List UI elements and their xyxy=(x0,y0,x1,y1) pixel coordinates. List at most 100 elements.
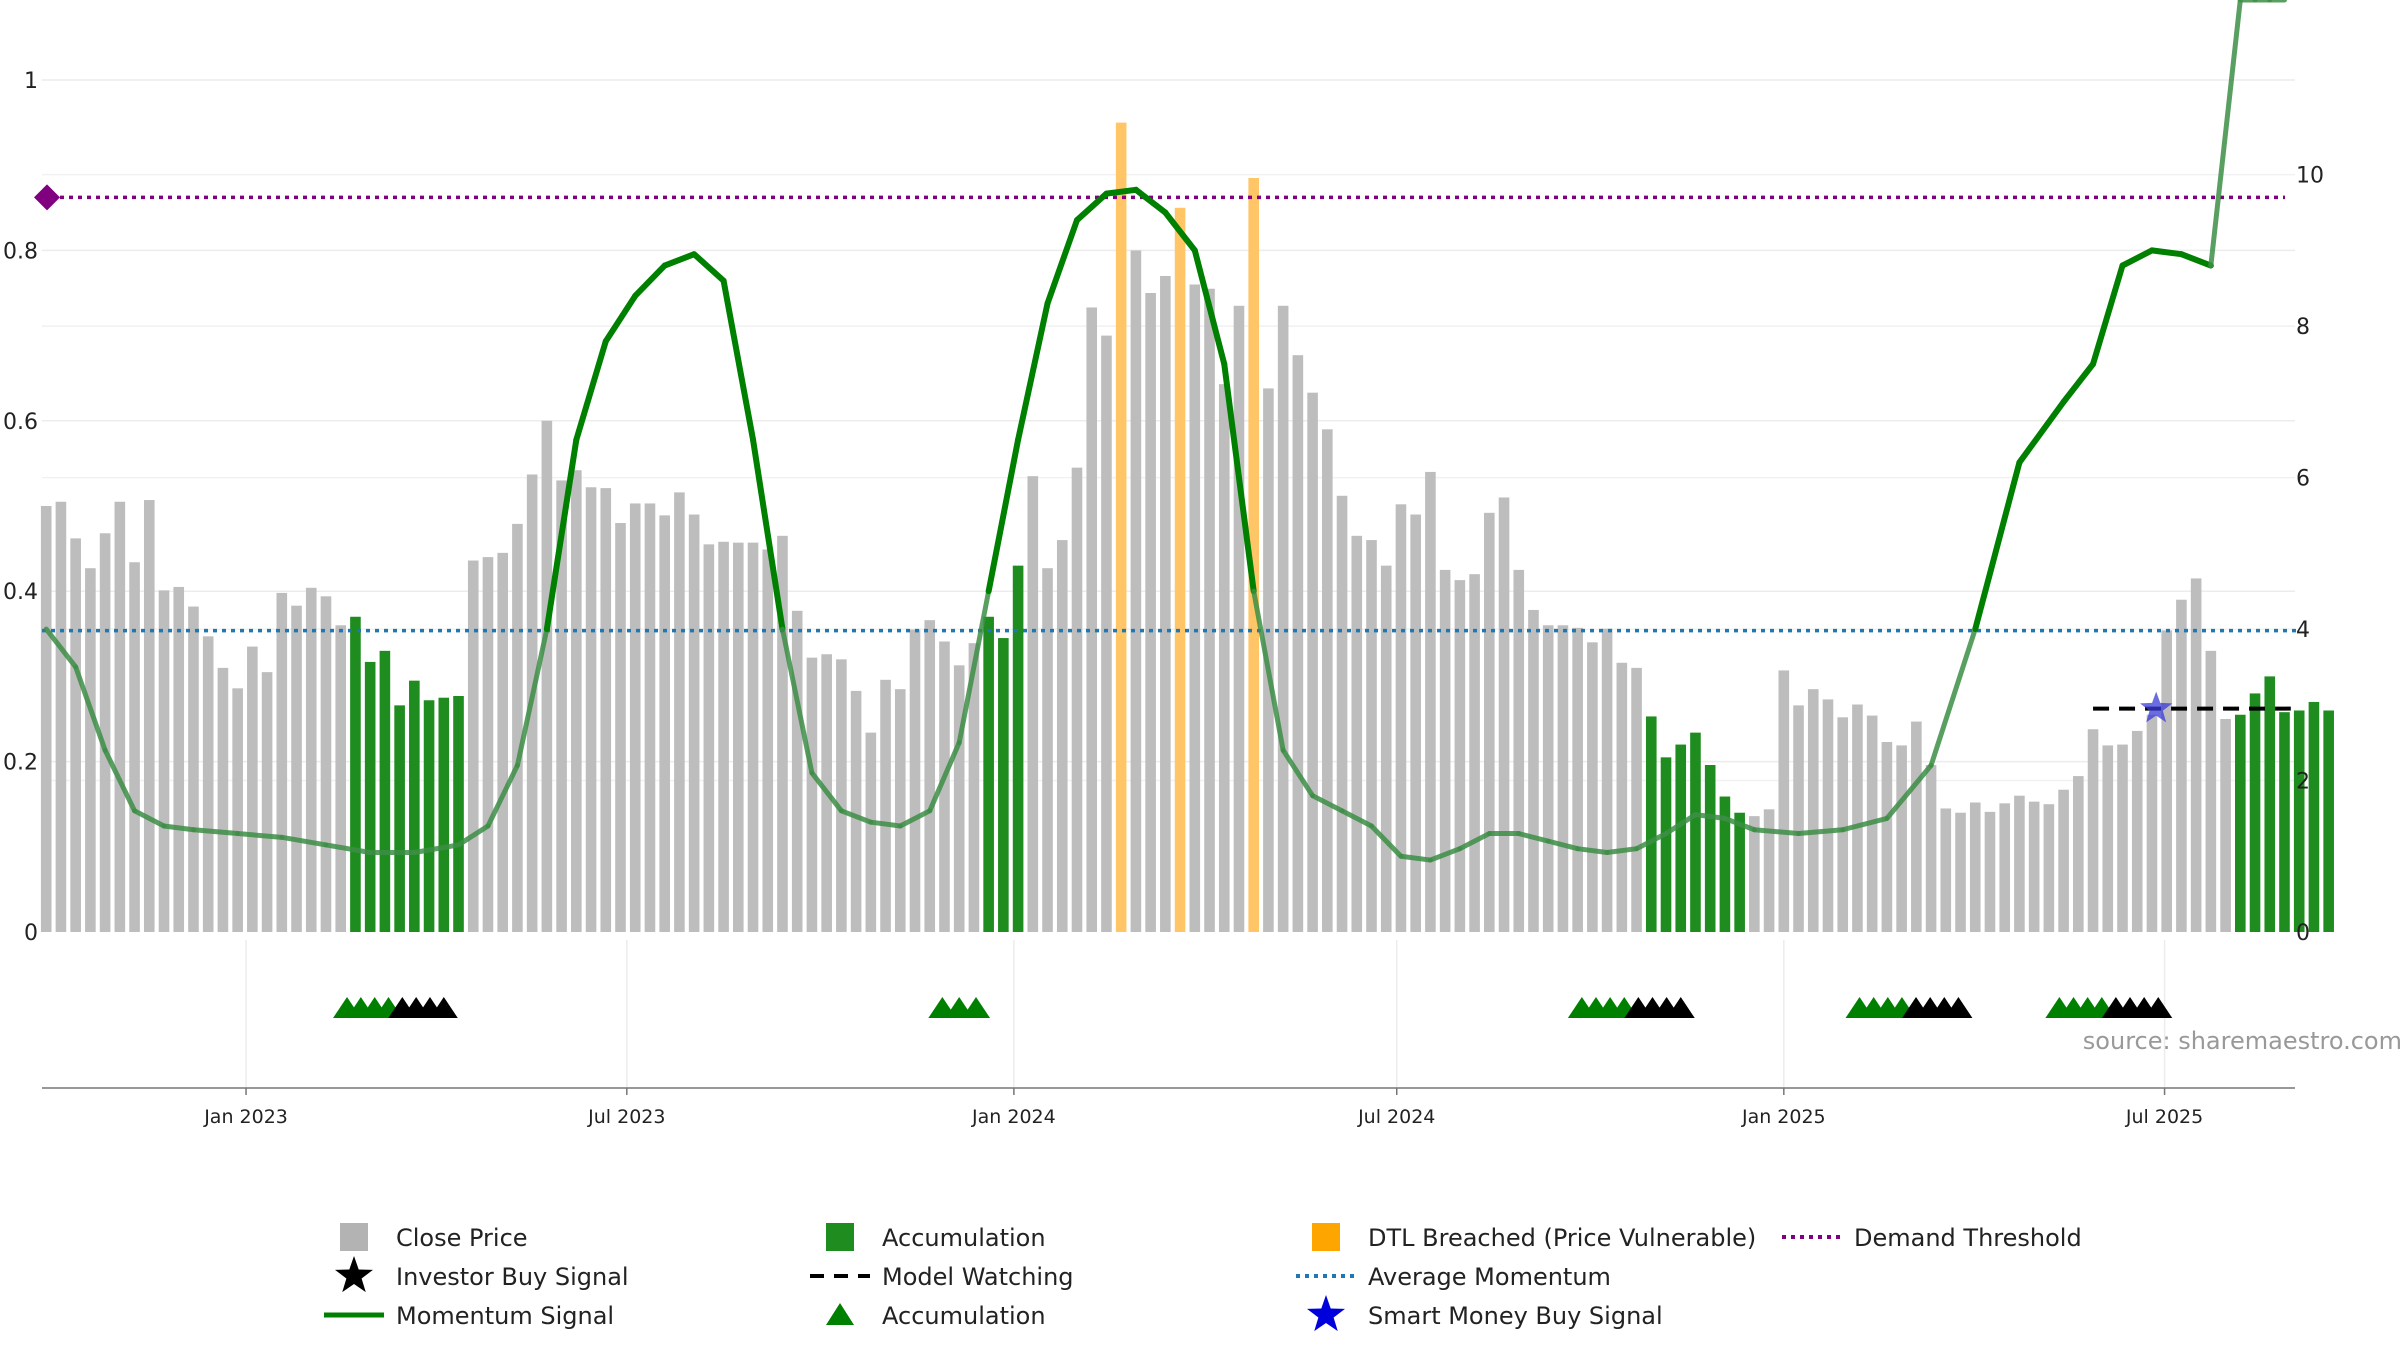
investor-buy-triangle xyxy=(429,997,458,1018)
momentum-segment xyxy=(1398,853,1433,863)
close-price-bar xyxy=(482,557,494,932)
momentum-segment xyxy=(1191,247,1228,367)
close-price-bar xyxy=(1911,721,1922,932)
legend-item-smart: Smart Money Buy Signal xyxy=(1306,1295,1663,1332)
close-price-bar xyxy=(2117,744,2128,932)
momentum-segment xyxy=(809,770,844,814)
close-price-bar xyxy=(2161,630,2172,932)
close-price-bar xyxy=(1292,355,1304,932)
close-price-bar xyxy=(806,657,818,932)
smart-money-buy-star xyxy=(2139,691,2173,723)
close-price-bar xyxy=(305,587,317,932)
legend-item-momentum: Momentum Signal xyxy=(324,1302,614,1330)
accumulation-bar xyxy=(409,680,420,932)
close-price-bar xyxy=(1101,335,1112,933)
close-price-bar xyxy=(1822,699,1834,932)
close-price-bar xyxy=(143,500,155,932)
close-price-bar xyxy=(1896,745,1907,932)
legend-star-icon xyxy=(1306,1295,1346,1332)
close-price-bar xyxy=(1071,467,1083,932)
momentum-segment xyxy=(632,262,668,299)
close-price-bar xyxy=(1042,568,1053,932)
close-price-bar xyxy=(232,688,243,932)
close-price-bar xyxy=(85,568,96,932)
momentum-segment xyxy=(1751,827,1802,837)
momentum-segment xyxy=(73,664,108,753)
x-tick-label: Jul 2025 xyxy=(2125,1106,2203,1128)
close-price-bar xyxy=(158,590,170,932)
close-price-bar xyxy=(1410,514,1421,932)
momentum-segment xyxy=(1427,846,1463,863)
accumulation-bar xyxy=(2323,710,2334,932)
close-price-bar xyxy=(1086,307,1098,933)
close-price-bar xyxy=(2190,578,2202,932)
right-tick-label: 6 xyxy=(2296,467,2310,492)
x-tick-label: Jan 2024 xyxy=(971,1106,1056,1128)
close-price-bar xyxy=(1881,742,1893,932)
close-price-bar xyxy=(1484,512,1495,932)
accumulation-bar xyxy=(1690,732,1701,932)
close-price-bar xyxy=(2087,729,2099,932)
momentum-segment xyxy=(1073,190,1110,224)
close-price-bar xyxy=(1204,288,1215,932)
legend-label: DTL Breached (Price Vulnerable) xyxy=(1368,1224,1756,1252)
close-price-bar xyxy=(1233,305,1245,932)
left-tick-label: 0.4 xyxy=(3,580,38,605)
close-price-bar xyxy=(2043,804,2055,932)
legend-item-avg: Average Momentum xyxy=(1296,1263,1611,1291)
momentum-segment xyxy=(1634,831,1669,852)
legend-swatch xyxy=(340,1223,368,1251)
close-price-bar xyxy=(1130,250,1142,932)
close-price-bar xyxy=(791,610,803,932)
accumulation-bar xyxy=(364,661,376,932)
dtl-breached-bar xyxy=(1115,122,1127,933)
momentum-segment xyxy=(1604,846,1640,855)
momentum-segment xyxy=(161,823,196,833)
legend-label: Accumulation xyxy=(882,1224,1046,1252)
momentum-segment xyxy=(323,842,373,855)
close-price-bar xyxy=(217,667,229,932)
momentum-segment xyxy=(985,436,1022,595)
momentum-segment xyxy=(602,292,639,345)
close-price-bar xyxy=(2073,776,2084,932)
momentum-segment xyxy=(279,834,329,848)
close-price-bar xyxy=(1793,705,1804,932)
momentum-segment xyxy=(2178,251,2214,269)
close-price-bar xyxy=(865,732,877,932)
close-price-bar xyxy=(1027,476,1039,932)
accumulation-bar xyxy=(2308,701,2320,932)
close-price-bar xyxy=(2014,795,2025,932)
dtl-breached-bar xyxy=(1248,177,1259,933)
right-tick-label: 4 xyxy=(2296,618,2310,643)
momentum-segment xyxy=(691,251,727,284)
momentum-segment xyxy=(1162,209,1198,254)
accumulation-bar xyxy=(350,616,361,932)
close-price-bar xyxy=(1322,429,1333,932)
momentum-segment xyxy=(43,626,79,670)
momentum-segment xyxy=(1221,361,1257,595)
source-label: source: sharemaestro.com xyxy=(2083,1027,2400,1055)
legend-item-dtl: DTL Breached (Price Vulnerable) xyxy=(1312,1223,1756,1252)
close-price-bar xyxy=(497,552,508,932)
close-price-bar xyxy=(1513,569,1525,932)
close-price-bar xyxy=(1969,802,1981,932)
close-price-bar xyxy=(202,636,214,932)
close-price-bar xyxy=(1351,535,1363,932)
close-price-bar xyxy=(1439,569,1451,932)
close-price-bar xyxy=(1631,667,1642,932)
x-tick-label: Jan 2025 xyxy=(1741,1106,1826,1128)
close-price-bar xyxy=(512,523,523,932)
accumulation-bar xyxy=(998,638,1009,932)
close-price-bar xyxy=(909,629,921,932)
momentum-segment xyxy=(661,251,698,269)
close-price-bar xyxy=(467,560,479,932)
momentum-segment xyxy=(190,827,241,837)
close-price-bar xyxy=(644,503,656,932)
momentum-segment xyxy=(1663,812,1698,837)
close-price-bar xyxy=(1852,704,1863,932)
close-price-bar xyxy=(1587,642,1598,932)
close-price-bar xyxy=(1528,609,1539,932)
x-tick-label: Jul 2023 xyxy=(587,1106,665,1128)
close-price-bar xyxy=(1145,293,1156,932)
legend-item-accum-tri: Accumulation xyxy=(826,1302,1046,1330)
